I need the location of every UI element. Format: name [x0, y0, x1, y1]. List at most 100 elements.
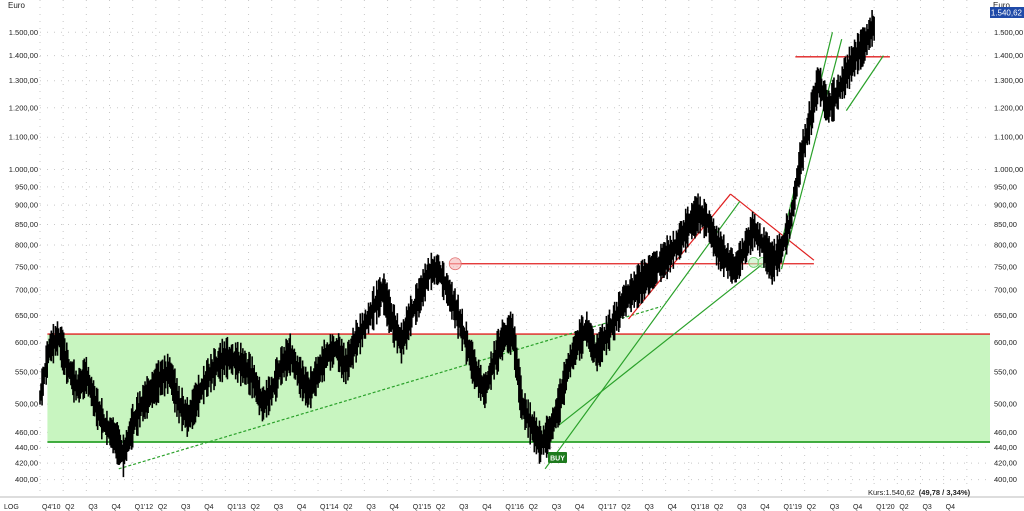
y-tick-label-left: 600,00: [15, 338, 38, 347]
x-tick-label: Q1'16: [505, 504, 524, 511]
log-scale-label: LOG: [4, 504, 19, 511]
x-tick-label: Q3: [459, 504, 468, 511]
x-tick-label: Q3: [552, 504, 561, 511]
x-tick-label: Q2: [436, 504, 445, 511]
y-tick-label-left: 1.500,00: [9, 28, 38, 37]
x-tick-label: Q1'15: [413, 504, 432, 511]
y-tick-label-left: 850,00: [15, 220, 38, 229]
y-tick-label-right: 460,00: [994, 428, 1017, 437]
x-tick-label: Q1'19: [783, 504, 802, 511]
y-tick-label-right: 440,00: [994, 443, 1017, 452]
y-tick-label-left: 550,00: [15, 367, 38, 376]
y-tick-label-right: 650,00: [994, 311, 1017, 320]
x-tick-label: Q2: [714, 504, 723, 511]
dashed-trend-line: [118, 305, 662, 470]
y-tick-label-left: 400,00: [15, 475, 38, 484]
y-tick-label-left: 950,00: [15, 182, 38, 191]
price-badge: 1.540,62: [990, 7, 1024, 18]
trend-line: [780, 38, 843, 270]
buy-badge: BUY: [548, 452, 567, 463]
price-series: [39, 9, 875, 478]
x-tick-label: Q4: [204, 504, 213, 511]
y-tick-label-right: 1.000,00: [994, 165, 1023, 174]
y-tick-label-left: 750,00: [15, 262, 38, 271]
y-axis-right: 400,00 420,00 440,00 460,00 500,00 550,00 600,…: [994, 28, 1023, 484]
x-tick-label: Q3: [644, 504, 653, 511]
y-tick-label-left: 420,00: [15, 459, 38, 468]
y-tick-label-right: 900,00: [994, 201, 1017, 210]
x-tick-label: Q2: [158, 504, 167, 511]
y-tick-label-left: 1.300,00: [9, 76, 38, 85]
y-tick-label-left: 460,00: [15, 428, 38, 437]
kurs-label: Kurs:1.540,62 (49,78 / 3,34%): [868, 488, 971, 497]
trend-line: [558, 259, 768, 426]
y-axis-unit-left: Euro: [8, 1, 25, 10]
x-tick-label: Q4: [575, 504, 584, 511]
x-tick-label: Q3: [88, 504, 97, 511]
y-tick-label-right: 800,00: [994, 241, 1017, 250]
y-tick-label-right: 500,00: [994, 400, 1017, 409]
x-tick-label: Q1'13: [227, 504, 246, 511]
y-tick-label-right: 1.200,00: [994, 103, 1023, 112]
x-tick-label: Q3: [830, 504, 839, 511]
x-tick-label: Q4'10: [42, 504, 61, 511]
x-tick-label: Q4: [297, 504, 306, 511]
pivot-marker: [448, 257, 462, 271]
trend-lines: [47, 32, 990, 470]
x-tick-label: Q2: [251, 504, 260, 511]
x-tick-label: Q4: [112, 504, 121, 511]
x-tick-label: Q2: [621, 504, 630, 511]
x-tick-label: Q2: [65, 504, 74, 511]
y-tick-label-left: 1.200,00: [9, 103, 38, 112]
x-tick-label: Q2: [899, 504, 908, 511]
y-tick-label-right: 750,00: [994, 262, 1017, 271]
y-tick-label-right: 600,00: [994, 338, 1017, 347]
y-tick-label-left: 1.100,00: [9, 133, 38, 142]
x-tick-label: Q3: [181, 504, 190, 511]
y-axis-left: 400,00 420,00 440,00 460,00 500,00 550,00 600,…: [9, 28, 38, 484]
y-tick-label-left: 500,00: [15, 400, 38, 409]
x-tick-label: Q1'18: [691, 504, 710, 511]
x-tick-label: Q1'17: [598, 504, 617, 511]
x-tick-label: Q1'14: [320, 504, 339, 511]
x-tick-label: Q4: [668, 504, 677, 511]
x-tick-label: Q1'20: [876, 504, 895, 511]
x-tick-label: Q4: [390, 504, 399, 511]
x-tick-label: Q3: [274, 504, 283, 511]
y-axis-unit-right: Euro: [993, 1, 1010, 10]
pivot-marker: [748, 256, 760, 268]
y-tick-label-right: 1.500,00: [994, 28, 1023, 37]
x-tick-label: Q4: [482, 504, 491, 511]
x-tick-label: Q4: [853, 504, 862, 511]
y-tick-label-left: 1.400,00: [9, 51, 38, 60]
y-tick-label-right: 1.100,00: [994, 133, 1023, 142]
x-tick-label: Q3: [737, 504, 746, 511]
y-tick-label-left: 650,00: [15, 311, 38, 320]
y-tick-label-right: 420,00: [994, 459, 1017, 468]
y-tick-label-right: 550,00: [994, 367, 1017, 376]
y-tick-label-right: 400,00: [994, 475, 1017, 484]
x-tick-label: Q1'12: [135, 504, 154, 511]
x-tick-label: Q2: [529, 504, 538, 511]
x-tick-label: Q4: [760, 504, 769, 511]
resistance-line: [730, 193, 815, 261]
y-tick-label-left: 700,00: [15, 286, 38, 295]
y-tick-label-right: 950,00: [994, 182, 1017, 191]
y-tick-label-right: 700,00: [994, 286, 1017, 295]
x-tick-label: Q4: [946, 504, 955, 511]
price-badge-value: 1.540,62: [991, 9, 1023, 18]
buy-label: BUY: [550, 456, 565, 463]
x-tick-label: Q2: [343, 504, 352, 511]
x-tick-label: Q3: [366, 504, 375, 511]
y-tick-label-left: 800,00: [15, 241, 38, 250]
x-axis: Q4'10 Q2 Q3 Q4 Q1'12 Q2 Q3 Q4 Q1'13 Q2 Q3 Q4 Q1'14 Q2…: [42, 504, 955, 511]
y-tick-label-left: 900,00: [15, 201, 38, 210]
trend-line: [845, 55, 884, 111]
x-tick-label: Q2: [807, 504, 816, 511]
x-tick-label: Q3: [922, 504, 931, 511]
y-tick-label-left: 1.000,00: [9, 165, 38, 174]
y-tick-label-right: 1.400,00: [994, 51, 1023, 60]
y-tick-label-right: 850,00: [994, 220, 1017, 229]
trend-line: [544, 201, 741, 470]
